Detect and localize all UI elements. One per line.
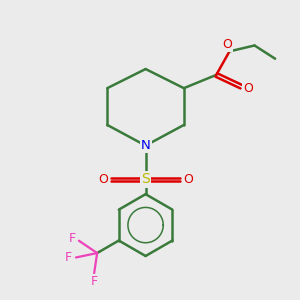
Text: N: N xyxy=(141,139,151,152)
Text: F: F xyxy=(65,251,72,264)
Text: F: F xyxy=(69,232,76,245)
Text: O: O xyxy=(98,173,108,186)
Text: F: F xyxy=(91,275,98,288)
Text: O: O xyxy=(222,38,232,51)
Text: O: O xyxy=(243,82,253,95)
Text: O: O xyxy=(183,173,193,186)
Text: S: S xyxy=(141,172,150,186)
